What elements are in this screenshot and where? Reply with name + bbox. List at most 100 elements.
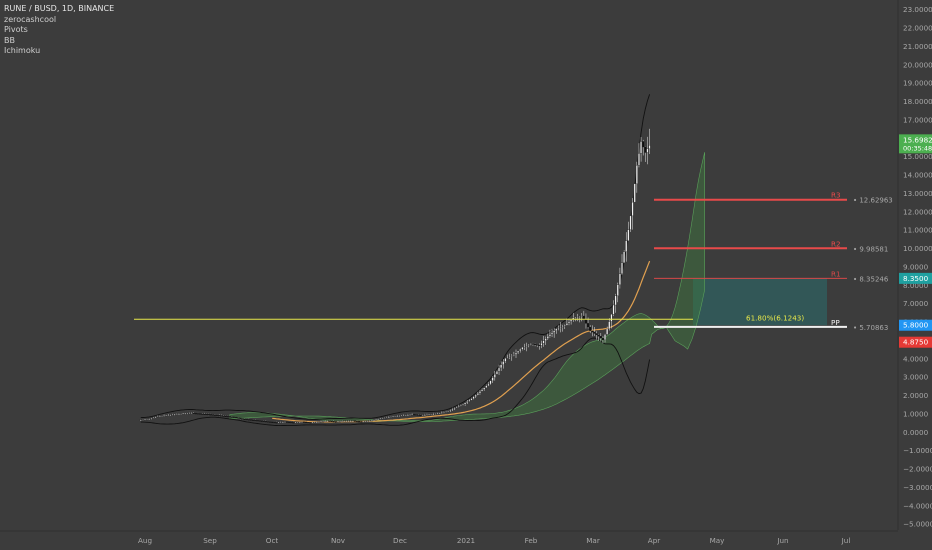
x-tick-label: Dec [393,536,407,545]
x-tick-label: Sep [203,536,217,545]
y-tick-label: −3.0000 [903,483,932,492]
candle-body [436,413,439,415]
candle-body [239,417,242,419]
candle-body [216,414,219,416]
candle-body [555,328,558,331]
candle-body [521,347,524,350]
y-tick-label: −1.0000 [903,446,932,455]
candle-body [315,421,318,423]
ichimoku-cloud[interactable] [229,152,705,422]
candle-body [165,415,168,417]
candle-body [360,421,363,423]
candle-body [296,421,299,424]
price-tag-countdown: 00:35:48 [903,144,932,152]
candle-body [317,421,320,423]
candle-body [199,413,202,415]
candle-body [334,421,337,423]
y-tick-label: 21.0000 [903,42,932,51]
candle-body [389,416,392,418]
chart-legend: RUNE / BUSD, 1D, BINANCE zerocashcool Pi… [4,4,114,57]
candle-body [322,421,325,423]
candle-body [141,419,144,421]
indicator-ichimoku[interactable]: Ichimoku [4,46,41,55]
candle-body [303,421,305,423]
candle-body [483,387,486,390]
bollinger-upper-band[interactable] [140,94,651,420]
candle-body [311,422,314,424]
candle-body [345,420,348,422]
candle-body [336,421,339,423]
candle-body [156,416,159,418]
y-tick-label: 0.0000 [903,428,929,437]
candle-body [205,413,208,416]
candle-body [426,414,428,416]
candle-body [548,334,551,337]
price-tag-label: 5.8000 [903,321,929,330]
target-zone[interactable] [693,278,827,326]
candle-body [224,415,227,417]
y-tick-label: 9.0000 [903,262,929,271]
pivot-label-r2: R2 [831,239,841,248]
candle-body [442,411,445,413]
indicator-zerocashcool[interactable]: zerocashcool [4,14,57,24]
candle-body [438,412,441,414]
candle-body [214,414,216,416]
x-tick-label: Jul [841,536,851,545]
pivot-label-r1: R1 [831,269,841,278]
candle-body [481,389,484,392]
bollinger-lower-band[interactable] [140,337,651,427]
candle-body [525,345,528,347]
candle-body [451,408,454,410]
candle-body [406,414,409,416]
candle-body [163,415,166,417]
candle-body [576,316,579,318]
candle-body [532,343,534,345]
candle-body [305,421,308,423]
candle-body [267,421,269,423]
y-tick-label: 23.0000 [903,5,932,14]
candle-body [275,422,278,424]
candle-body [604,334,606,341]
candle-body [332,421,335,423]
candle-body [565,323,568,326]
candle-body [640,141,643,154]
pivot-label-pp: PP [831,318,840,327]
candle-body [606,328,609,335]
candle-body [158,415,161,417]
candle-body [379,418,382,420]
candle-body [273,421,276,424]
indicator-bb[interactable]: BB [4,35,15,45]
candle-body [428,414,431,416]
candle-body [447,410,450,412]
candle-body [646,148,649,153]
candle-body [464,402,467,405]
y-tick-label: 7.0000 [903,299,929,308]
candle-body [373,419,375,421]
candle-body [245,419,248,421]
candle-body [623,251,626,263]
x-tick-label: Oct [266,536,279,545]
candle-body [568,321,570,324]
candle-body [396,415,399,417]
candle-body [194,413,197,415]
pivot-value-r1: • 8.35246 [853,275,889,283]
candle-body [476,393,479,396]
candle-body [220,415,223,417]
candle-body [209,414,212,416]
candle-body [423,414,426,416]
candle-body [517,350,520,353]
candle-body [169,414,172,416]
candle-body [283,421,286,423]
candle-body [288,421,291,423]
indicator-pivots[interactable]: Pivots [4,25,28,34]
candle-body [243,418,246,420]
candle-body [175,413,178,416]
candle-body [498,367,500,372]
candle-body [504,358,507,362]
candle-body [493,374,496,378]
candle-body [256,420,259,422]
symbol-title[interactable]: RUNE / BUSD, 1D, BINANCE [4,4,115,13]
candle-body [182,413,185,415]
x-tick-label: Nov [331,536,346,545]
